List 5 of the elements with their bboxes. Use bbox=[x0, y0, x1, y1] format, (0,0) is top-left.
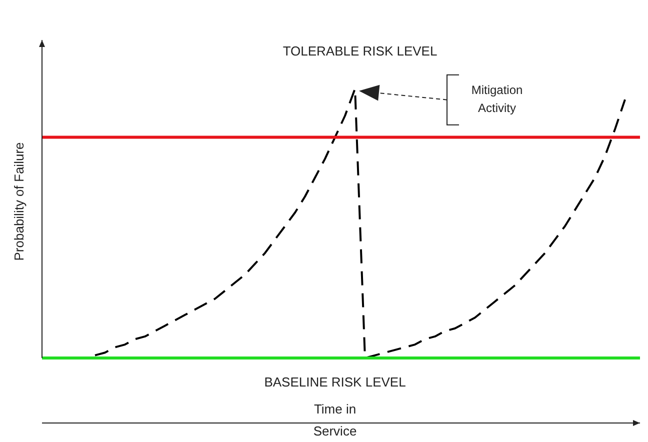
y-axis-title: Probability of Failure bbox=[12, 142, 27, 261]
annotation: Mitigation Activity bbox=[471, 83, 523, 116]
x-axis-title: Time in Service bbox=[313, 402, 357, 439]
ref-line-label: BASELINE RISK LEVEL bbox=[264, 374, 406, 390]
text: TOLERABLE RISK LEVEL bbox=[282, 44, 438, 59]
